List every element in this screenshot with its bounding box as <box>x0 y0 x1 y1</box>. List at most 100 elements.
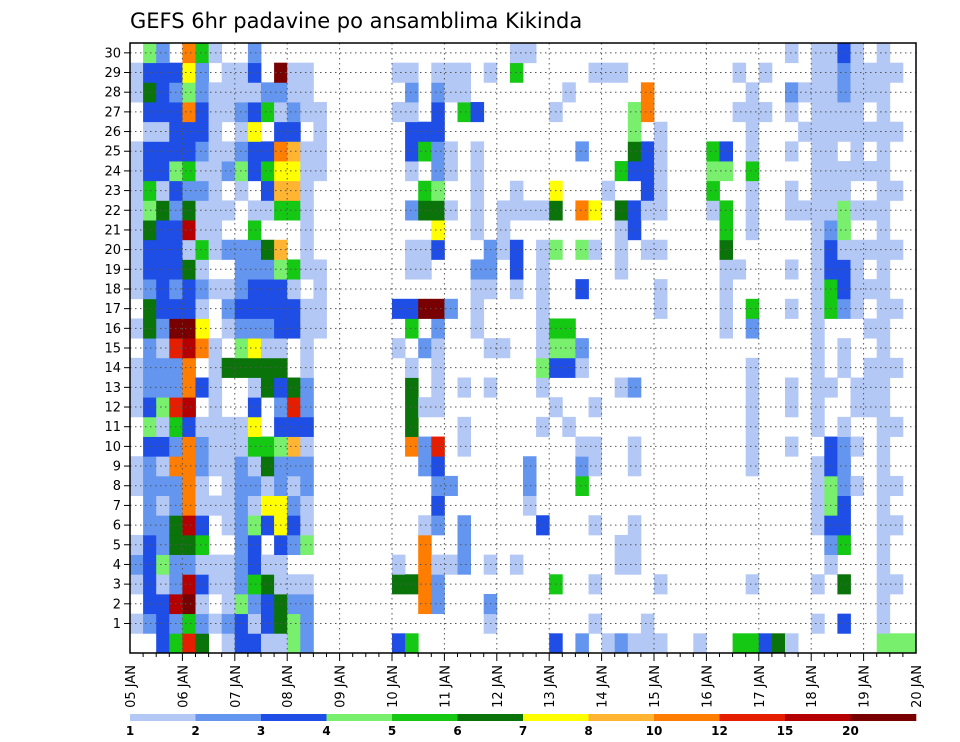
heatmap-cell <box>562 357 576 378</box>
y-tick-label: 6 <box>113 519 121 534</box>
heatmap-cell <box>300 220 314 241</box>
y-tick-label: 8 <box>113 479 121 494</box>
heatmap-cell <box>850 397 864 418</box>
heatmap-cell <box>850 82 864 103</box>
heatmap-cell <box>143 259 157 280</box>
y-tick-label: 27 <box>104 105 121 120</box>
heatmap-cell <box>300 397 314 418</box>
heatmap-cell <box>300 259 314 280</box>
y-tick-label: 17 <box>104 302 121 317</box>
heatmap-cell <box>143 121 157 142</box>
heatmap-cell <box>247 82 262 103</box>
x-tick-label: 14 JAN <box>596 665 611 708</box>
heatmap-cell <box>562 82 576 103</box>
heatmap-cell <box>745 357 760 378</box>
heatmap-cell <box>431 200 445 221</box>
heatmap-cell <box>405 259 419 280</box>
heatmap-cell <box>811 357 825 378</box>
heatmap-cell <box>811 220 825 241</box>
heatmap-cell <box>287 141 301 162</box>
heatmap-cell <box>143 456 157 477</box>
heatmap-cell <box>221 141 236 162</box>
heatmap-cell <box>287 456 301 477</box>
heatmap-cell <box>221 593 236 615</box>
heatmap-cell <box>418 515 432 536</box>
heatmap-cell <box>143 416 157 437</box>
heatmap-cell <box>156 279 170 300</box>
heatmap-cell <box>575 200 589 221</box>
heatmap-cell <box>405 574 419 595</box>
heatmap-cell <box>287 82 301 103</box>
x-tick-label: 19 JAN <box>858 665 873 708</box>
heatmap-cell <box>536 200 550 221</box>
heatmap-cell <box>876 43 891 64</box>
heatmap-cell <box>195 161 209 182</box>
heatmap-cell <box>247 495 262 516</box>
heatmap-cell <box>470 318 485 339</box>
heatmap-cell <box>627 141 642 162</box>
heatmap-cell <box>221 161 236 182</box>
heatmap-cell <box>300 239 314 260</box>
heatmap-cell <box>889 298 904 319</box>
heatmap-cell <box>261 318 275 339</box>
heatmap-cell <box>221 200 236 221</box>
heatmap-cell <box>876 357 891 378</box>
heatmap-cell <box>182 357 196 378</box>
heatmap-cell <box>287 475 301 496</box>
heatmap-cell <box>300 534 314 556</box>
heatmap-cell <box>130 397 144 418</box>
heatmap-cell <box>536 416 550 437</box>
heatmap-cell <box>418 200 432 221</box>
heatmap-cell <box>837 200 851 221</box>
heatmap-cell <box>234 102 249 123</box>
heatmap-cell <box>785 200 799 221</box>
heatmap-cell <box>182 436 196 457</box>
heatmap-cell <box>850 141 864 162</box>
heatmap-cell <box>234 456 249 477</box>
heatmap-cell <box>876 121 891 142</box>
colorbar-label: 12 <box>711 724 728 738</box>
heatmap-cell <box>850 279 864 300</box>
heatmap-cell <box>234 416 249 437</box>
heatmap-cell <box>811 298 825 319</box>
heatmap-cell <box>418 298 432 319</box>
heatmap-cell <box>850 121 864 142</box>
heatmap-cell <box>287 593 301 615</box>
heatmap-cell <box>182 613 196 634</box>
heatmap-cell <box>693 633 707 654</box>
heatmap-cell <box>247 200 262 221</box>
heatmap-cell <box>405 141 419 162</box>
heatmap-cell <box>837 220 851 241</box>
heatmap-cell <box>837 180 851 201</box>
heatmap-cell <box>876 495 891 516</box>
heatmap-cell <box>640 200 655 221</box>
x-tick-label: 20 JAN <box>910 665 925 708</box>
heatmap-cell <box>732 259 747 280</box>
heatmap-cell <box>811 121 825 142</box>
heatmap-cell <box>850 436 864 457</box>
x-tick-label: 17 JAN <box>753 665 768 708</box>
heatmap-cell <box>392 554 406 575</box>
heatmap-cell <box>156 397 170 418</box>
heatmap-cell <box>509 180 524 201</box>
heatmap-cell <box>431 161 445 182</box>
heatmap-cell <box>234 357 249 378</box>
heatmap-cell <box>221 62 236 83</box>
heatmap-cell <box>234 62 249 83</box>
heatmap-cell <box>156 239 170 260</box>
colorbar-label: 1 <box>126 724 134 738</box>
heatmap-cell <box>300 318 314 339</box>
colorbar-swatch <box>719 714 786 721</box>
heatmap-cell <box>405 357 419 378</box>
heatmap-cell <box>509 259 524 280</box>
heatmap-cell <box>811 141 825 162</box>
heatmap-cell <box>261 141 275 162</box>
heatmap-cell <box>640 161 655 182</box>
heatmap-cell <box>745 200 760 221</box>
heatmap-cell <box>130 82 144 103</box>
y-axis: 1234567891011121314151617181920212223242… <box>104 46 130 632</box>
heatmap-cell <box>758 633 773 654</box>
heatmap-cell <box>221 357 236 378</box>
heatmap-cell <box>431 220 445 241</box>
heatmap-cell <box>156 475 170 496</box>
